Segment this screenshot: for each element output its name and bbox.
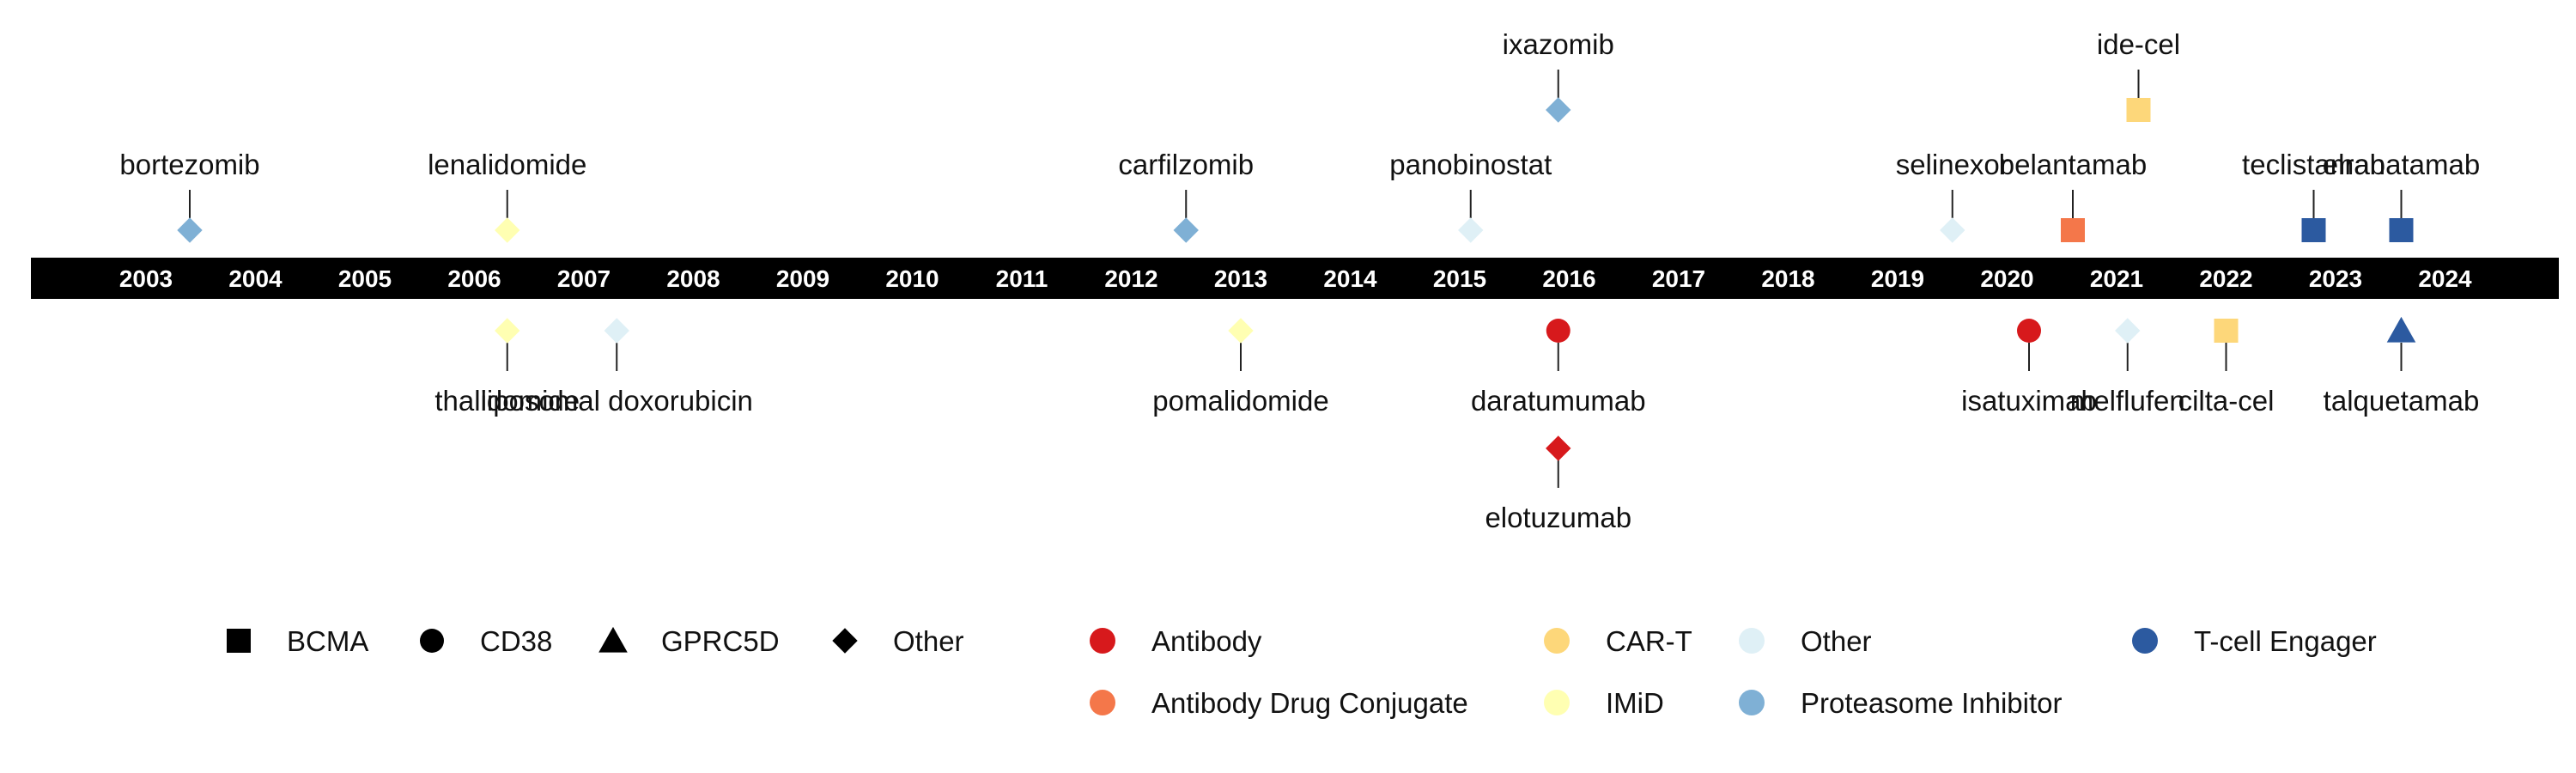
- marker-pomalidomide: [1228, 318, 1254, 344]
- marker-bortezomib: [177, 217, 203, 243]
- drug-label-teclistamab: teclistamab: [2242, 149, 2385, 180]
- legend-color-imid: [1544, 690, 1570, 715]
- year-label-2011: 2011: [996, 265, 1048, 292]
- drug-label-talquetamab: talquetamab: [2324, 385, 2480, 417]
- drug-labels: bortezomib lenalidomide carfilzomib panobin…: [119, 28, 2480, 533]
- legend-color-antibody-drug-conjugate: [1090, 690, 1115, 715]
- drug-label-carfilzomib: carfilzomib: [1118, 149, 1254, 180]
- marker-teclistamab: [2301, 218, 2326, 242]
- legend-shape-label-other: Other: [893, 625, 964, 657]
- year-label-2017: 2017: [1652, 265, 1705, 292]
- legend: BCMA CD38 GPRC5D Other Antibody Antibody Drug…: [227, 625, 2377, 719]
- legend-shape-bcma: [227, 629, 251, 653]
- marker-isatuximab: [2017, 319, 2041, 343]
- drug-label-belantamab: belantamab: [1999, 149, 2147, 180]
- drug-label-elotuzumab: elotuzumab: [1485, 502, 1631, 533]
- marker-daratumumab: [1546, 319, 1571, 343]
- drug-label-elranatamab: elranatamab: [2323, 149, 2480, 180]
- marker-melflufen: [2115, 318, 2141, 344]
- year-label-2019: 2019: [1871, 265, 1924, 292]
- year-label-2012: 2012: [1104, 265, 1157, 292]
- drug-label-isatuximab: isatuximab: [1961, 385, 2097, 417]
- marker-ixazomib: [1546, 97, 1571, 123]
- drug-label-pomalidomide: pomalidomide: [1152, 385, 1328, 417]
- marker-liposomal-doxorubicin: [604, 318, 629, 344]
- timeline-bar: [31, 258, 2559, 299]
- marker-ide-cel: [2126, 98, 2151, 122]
- drug-label-daratumumab: daratumumab: [1471, 385, 1646, 417]
- marker-belantamab: [2061, 218, 2085, 242]
- marker-elotuzumab: [1546, 435, 1571, 461]
- year-label-2014: 2014: [1323, 265, 1377, 292]
- year-label-2021: 2021: [2090, 265, 2143, 292]
- drug-label-bortezomib: bortezomib: [119, 149, 259, 180]
- legend-class-label-other: Other: [1801, 625, 1872, 657]
- drug-label-panobinostat: panobinostat: [1389, 149, 1552, 180]
- drug-label-ixazomib: ixazomib: [1503, 28, 1614, 60]
- legend-shape-other: [832, 628, 858, 654]
- legend-class-label-imid: IMiD: [1606, 687, 1664, 719]
- drug-label-melflufen: melflufen: [2070, 385, 2185, 417]
- legend-color-antibody: [1090, 628, 1115, 654]
- drug-label-lenalidomide: lenalidomide: [428, 149, 586, 180]
- legend-shape-gprc5d: [598, 626, 628, 653]
- legend-class-label-proteasome-inhibitor: Proteasome Inhibitor: [1801, 687, 2063, 719]
- legend-class-label-antibody-drug-conjugate: Antibody Drug Conjugate: [1151, 687, 1468, 719]
- year-label-2008: 2008: [666, 265, 720, 292]
- marker-elranatamab: [2389, 218, 2414, 242]
- year-label-2006: 2006: [447, 265, 501, 292]
- year-label-2007: 2007: [557, 265, 611, 292]
- drug-label-liposomal-doxorubicin: liposomal doxorubicin: [481, 385, 753, 417]
- year-label-2018: 2018: [1761, 265, 1814, 292]
- year-label-2016: 2016: [1542, 265, 1595, 292]
- year-label-2005: 2005: [338, 265, 392, 292]
- legend-color-t-cell-engager: [2132, 628, 2158, 654]
- marker-cilta-cel: [2214, 319, 2239, 343]
- year-label-2003: 2003: [119, 265, 173, 292]
- year-label-2013: 2013: [1214, 265, 1267, 292]
- year-label-2023: 2023: [2309, 265, 2362, 292]
- year-label-2015: 2015: [1433, 265, 1486, 292]
- legend-class-label-t-cell-engager: T-cell Engager: [2194, 625, 2377, 657]
- year-label-2024: 2024: [2418, 265, 2472, 292]
- marker-carfilzomib: [1173, 217, 1199, 243]
- legend-color-car-t: [1544, 628, 1570, 654]
- drug-label-cilta-cel: cilta-cel: [2178, 385, 2275, 417]
- year-label-2020: 2020: [1980, 265, 2033, 292]
- year-label-2010: 2010: [885, 265, 939, 292]
- year-label-2022: 2022: [2199, 265, 2252, 292]
- marker-stems: [189, 70, 2403, 488]
- legend-color-proteasome-inhibitor: [1739, 690, 1765, 715]
- drug-label-selinexor: selinexor: [1896, 149, 2009, 180]
- legend-shape-label-cd38: CD38: [480, 625, 552, 657]
- year-labels: 2003 2004 2005 2006 2007 2008 2009 2010 2011 2012…: [119, 265, 2472, 292]
- legend-class-label-car-t: CAR-T: [1606, 625, 1692, 657]
- drug-label-thalidomide: thalidomide: [434, 385, 580, 417]
- legend-shape-label-gprc5d: GPRC5D: [661, 625, 780, 657]
- legend-shape-cd38: [420, 629, 444, 653]
- marker-lenalidomide: [495, 217, 520, 243]
- drug-markers: [177, 97, 2416, 461]
- marker-selinexor: [1940, 217, 1965, 243]
- year-label-2004: 2004: [228, 265, 283, 292]
- drug-label-ide-cel: ide-cel: [2097, 28, 2180, 60]
- marker-talquetamab: [2386, 316, 2416, 343]
- marker-panobinostat: [1458, 217, 1484, 243]
- year-label-2009: 2009: [776, 265, 829, 292]
- legend-class-label-antibody: Antibody: [1151, 625, 1262, 657]
- legend-shape-label-bcma: BCMA: [287, 625, 368, 657]
- legend-color-other: [1739, 628, 1765, 654]
- marker-thalidomide: [495, 318, 520, 344]
